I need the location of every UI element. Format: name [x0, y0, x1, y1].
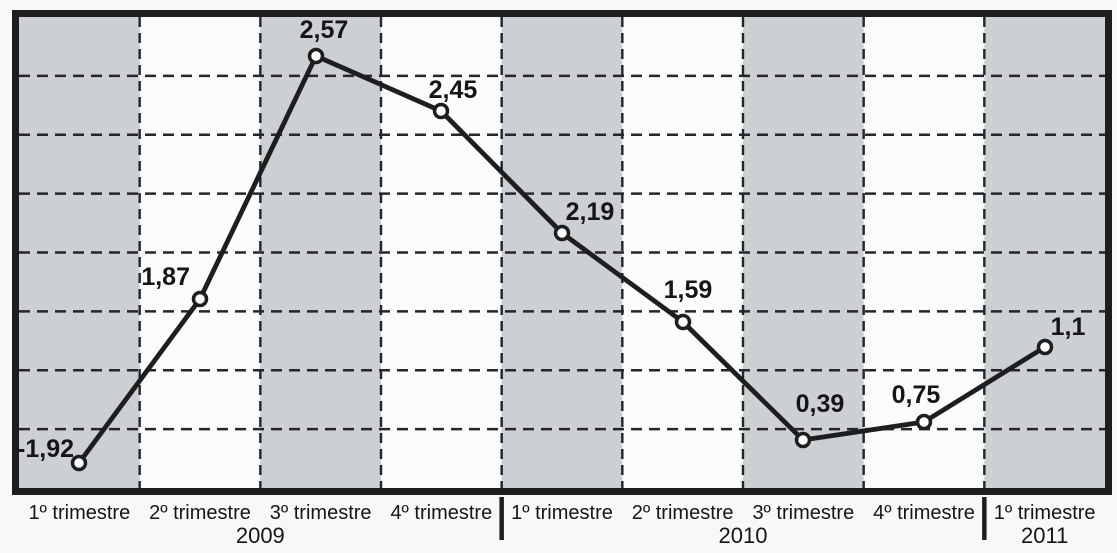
data-point-marker	[307, 47, 325, 65]
data-point-marker	[1036, 338, 1054, 356]
data-point-value-label: 2,19	[566, 198, 615, 226]
data-point-value-label: 2,57	[300, 16, 349, 44]
x-tick-label: 3º trimestre	[270, 502, 372, 524]
year-label: 2011	[1021, 523, 1068, 548]
data-point-value-label: 1,59	[664, 276, 713, 304]
data-point-value-label: 2,45	[429, 76, 478, 104]
x-tick-label: 4º trimestre	[390, 502, 492, 524]
data-point-marker	[553, 224, 571, 242]
data-point-value-label: 1,87	[141, 263, 190, 291]
data-point-value-label: -1,92	[17, 435, 74, 463]
x-tick-label: 3º trimestre	[752, 502, 854, 524]
year-label: 2009	[236, 523, 285, 548]
x-tick-label: 2º trimestre	[149, 502, 251, 524]
x-tick-label: 2º trimestre	[632, 502, 734, 524]
data-point-value-label: 1,1	[1051, 313, 1086, 341]
year-label: 2010	[719, 523, 768, 548]
data-point-marker	[915, 413, 933, 431]
data-point-value-label: 0,75	[892, 381, 941, 409]
data-point-value-label: 0,39	[796, 390, 845, 418]
data-point-marker	[674, 313, 692, 331]
data-point-marker	[70, 454, 88, 472]
x-tick-label: 1º trimestre	[511, 502, 613, 524]
plot-border	[12, 10, 1112, 495]
data-point-marker	[191, 290, 209, 308]
x-tick-label: 4º trimestre	[873, 502, 975, 524]
x-tick-label: 1º trimestre	[994, 502, 1096, 524]
x-tick-label: 1º trimestre	[28, 502, 130, 524]
data-point-marker	[432, 102, 450, 120]
data-point-marker	[794, 431, 812, 449]
